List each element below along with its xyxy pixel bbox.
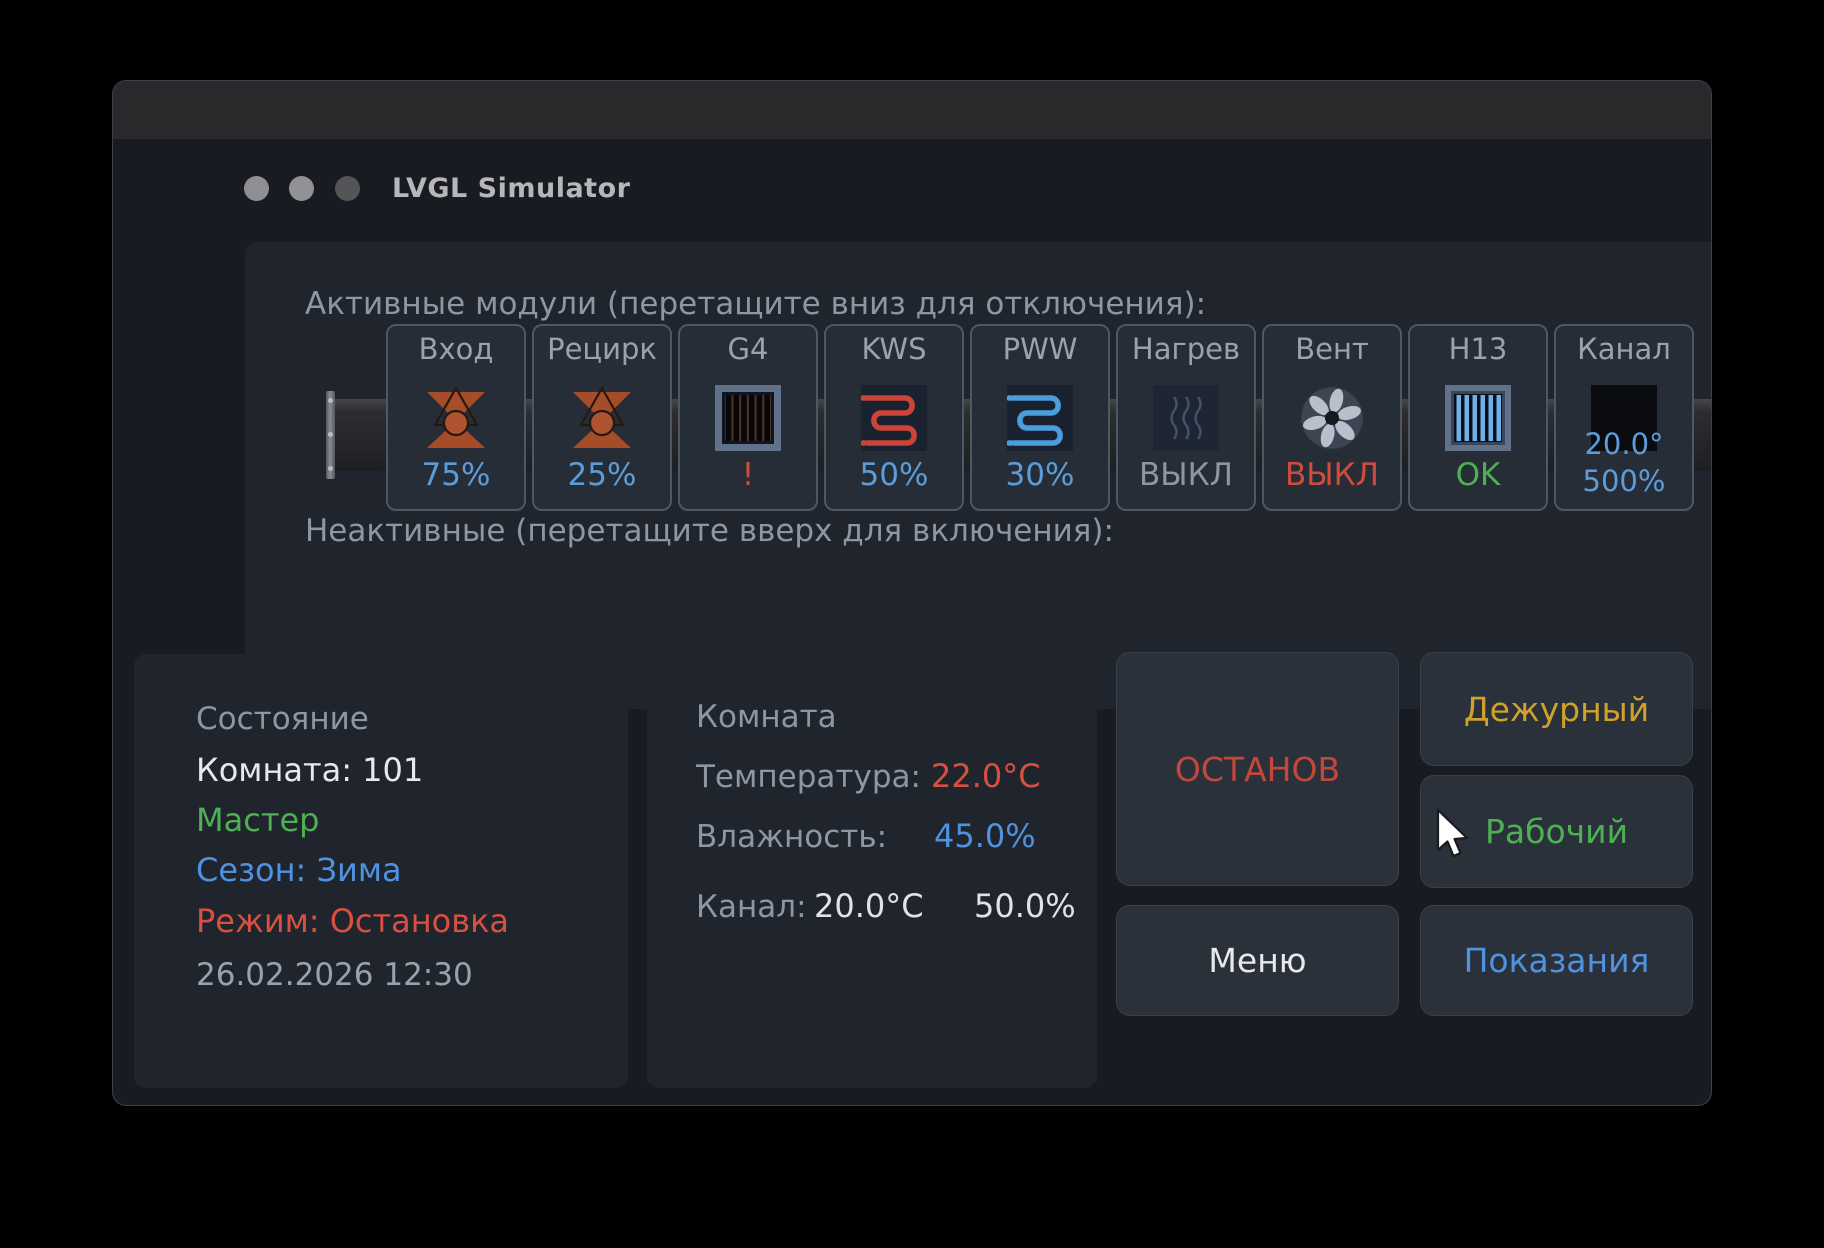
module-card-pww[interactable]: PWW 30% (970, 324, 1110, 511)
zoom-button[interactable] (335, 176, 360, 201)
valve-icon (423, 385, 489, 451)
coil-hot-icon (860, 385, 927, 451)
module-value: OK (1455, 457, 1501, 493)
status-room: Комната: 101 (196, 751, 424, 789)
working-mode-button[interactable]: Рабочий (1420, 775, 1693, 888)
module-value: 50% (859, 457, 929, 493)
module-card-h13[interactable]: H13 OK (1408, 324, 1548, 511)
status-panel: Состояние Комната: 101 Мастер Сезон: Зим… (134, 654, 628, 1088)
room-humidity-label: Влажность: (696, 819, 888, 855)
duct-flange (326, 391, 335, 479)
module-label: G4 (727, 332, 769, 366)
module-card-fan[interactable]: Вент ВЫКЛ (1262, 324, 1402, 511)
status-datetime: 26.02.2026 12:30 (196, 957, 473, 993)
duct-channel-icon (1591, 385, 1657, 451)
module-card-recirc[interactable]: Рецирк 25% (532, 324, 672, 511)
room-channel-label: Канал: (696, 889, 807, 925)
room-title: Комната (696, 699, 837, 735)
module-card-channel[interactable]: Канал 20.0° 500% (1554, 324, 1694, 511)
standby-mode-button[interactable]: Дежурный (1420, 652, 1693, 766)
status-season: Сезон: Зима (196, 851, 402, 889)
module-card-heater[interactable]: Нагрев ВЫКЛ (1116, 324, 1256, 511)
module-value: 25% (567, 457, 637, 493)
menu-button[interactable]: Меню (1116, 905, 1399, 1016)
minimize-button[interactable] (289, 176, 314, 201)
module-label: Рецирк (547, 332, 657, 366)
room-temp-value: 22.0°C (931, 757, 1041, 795)
module-label: Вент (1295, 332, 1369, 366)
module-label: Канал (1577, 332, 1671, 366)
module-value: ВЫКЛ (1139, 457, 1233, 493)
filter-h13-icon (1445, 385, 1511, 451)
stop-button[interactable]: ОСТАНОВ (1116, 652, 1399, 886)
module-value: 30% (1005, 457, 1075, 493)
fan-icon (1299, 385, 1365, 451)
app-window: LVGL Simulator Активные модули (перетащи… (112, 80, 1712, 1106)
standby-mode-button-label: Дежурный (1463, 689, 1650, 729)
module-value: ВЫКЛ (1285, 457, 1379, 493)
room-panel: Комната Температура: 22.0°C Влажность: 4… (647, 654, 1097, 1088)
stop-button-label: ОСТАНОВ (1174, 749, 1341, 789)
readings-button-label: Показания (1463, 941, 1650, 980)
heater-icon (1153, 385, 1219, 451)
module-card-kws[interactable]: KWS 50% (824, 324, 964, 511)
status-mode: Режим: Остановка (196, 902, 510, 940)
room-channel-humidity: 50.0% (974, 887, 1076, 925)
module-value: 20.0° (1584, 427, 1664, 461)
module-value-2: 500% (1582, 464, 1666, 498)
modules-panel: Активные модули (перетащите вниз для отк… (245, 242, 1711, 709)
inactive-modules-label: Неактивные (перетащите вверх для включен… (305, 513, 1114, 549)
room-temp-label: Температура: (696, 759, 921, 795)
status-title: Состояние (196, 701, 369, 737)
menu-button-label: Меню (1208, 941, 1307, 980)
module-label: PWW (1002, 332, 1078, 366)
status-master: Мастер (196, 801, 320, 839)
module-label: Вход (418, 332, 494, 366)
room-humidity-value: 45.0% (934, 817, 1036, 855)
module-label: Нагрев (1131, 332, 1241, 366)
module-value: 75% (421, 457, 491, 493)
window-title: LVGL Simulator (392, 173, 631, 204)
module-card-vhod[interactable]: Вход 75% (386, 324, 526, 511)
module-card-g4[interactable]: G4 ! (678, 324, 818, 511)
close-button[interactable] (244, 176, 269, 201)
valve-icon (569, 385, 635, 451)
coil-cold-icon (1006, 385, 1073, 451)
module-label: H13 (1448, 332, 1508, 366)
titlebar: LVGL Simulator (113, 81, 1711, 204)
room-channel-temp: 20.0°C (814, 887, 924, 925)
module-label: KWS (861, 332, 927, 366)
module-value: ! (741, 457, 755, 493)
active-modules-label: Активные модули (перетащите вниз для отк… (305, 286, 1207, 322)
filter-g4-icon (715, 385, 781, 451)
working-mode-button-label: Рабочий (1484, 812, 1629, 851)
readings-button[interactable]: Показания (1420, 905, 1693, 1016)
